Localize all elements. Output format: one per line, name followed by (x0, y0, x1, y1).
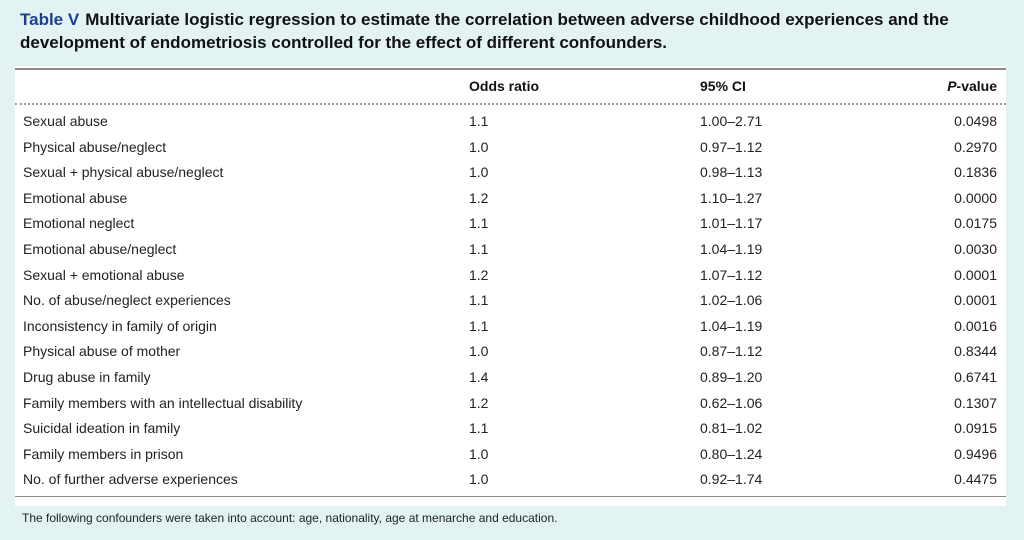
header-divider (15, 103, 1006, 105)
p-value-cell: 0.0001 (954, 266, 997, 283)
row-label: Sexual abuse (23, 113, 108, 129)
table-label: Table V (20, 10, 80, 29)
odds-ratio-cell: 1.0 (469, 343, 489, 360)
table-row: Emotional neglect 1.1 1.01–1.17 0.0175 (0, 213, 1024, 239)
odds-ratio-cell: 1.2 (469, 266, 489, 283)
table-top-rule (15, 68, 1006, 70)
table-caption: Table V Multivariate logistic regression … (0, 0, 1024, 66)
header-p-value: P-value (947, 78, 997, 94)
odds-ratio-cell: 1.0 (469, 445, 489, 462)
table-row: Sexual + emotional abuse 1.2 1.07–1.12 0.00… (0, 265, 1024, 291)
header-p-suffix: -value (956, 78, 997, 94)
row-label: No. of further adverse experiences (23, 471, 238, 488)
odds-ratio-cell: 1.1 (469, 215, 489, 232)
ci-cell: 1.07–1.12 (700, 266, 763, 283)
odds-ratio-cell: 1.2 (469, 394, 489, 411)
row-label: Suicidal ideation in family (23, 420, 181, 437)
p-value-cell: 0.0016 (954, 317, 997, 334)
table-row: Emotional abuse/neglect 1.1 1.04–1.19 0.003… (0, 239, 1024, 265)
table-footnote: The following confounders were taken int… (22, 511, 558, 525)
header-ci: 95% CI (700, 78, 746, 94)
p-value-cell: 0.0915 (954, 420, 997, 437)
odds-ratio-cell: 1.1 (469, 420, 489, 437)
p-value-cell: 0.6741 (954, 368, 997, 385)
header-odds-ratio: Odds ratio (469, 78, 540, 94)
p-value-cell: 0.1836 (954, 164, 997, 181)
ci-cell: 0.81–1.02 (700, 420, 763, 437)
odds-ratio-cell: 1.0 (469, 138, 489, 155)
ci-cell: 1.10–1.27 (700, 189, 763, 206)
ci-cell: 1.00–2.71 (700, 113, 763, 129)
row-label: Inconsistency in family of origin (23, 317, 217, 334)
table-row: Inconsistency in family of origin 1.1 1.04… (0, 316, 1024, 342)
table-row: No. of abuse/neglect experiences 1.1 1.02–… (0, 290, 1024, 316)
table-title: Multivariate logistic regression to esti… (20, 10, 949, 52)
ci-cell: 0.97–1.12 (700, 138, 763, 155)
row-label: Family members in prison (23, 445, 184, 462)
ci-cell: 0.62–1.06 (700, 394, 763, 411)
odds-ratio-cell: 1.0 (469, 471, 489, 488)
row-label: Emotional neglect (23, 215, 135, 232)
table-row: Sexual + physical abuse/neglect 1.0 0.98–1… (0, 162, 1024, 188)
table-bottom-rule (15, 496, 1006, 497)
ci-cell: 0.98–1.13 (700, 164, 763, 181)
p-value-cell: 0.4475 (954, 471, 997, 488)
odds-ratio-cell: 1.0 (469, 164, 489, 181)
odds-ratio-cell: 1.1 (469, 113, 489, 129)
odds-ratio-cell: 1.1 (469, 292, 489, 309)
ci-cell: 1.02–1.06 (700, 292, 763, 309)
odds-ratio-cell: 1.2 (469, 189, 489, 206)
header-p-letter: P (947, 78, 957, 94)
p-value-cell: 0.2970 (954, 138, 997, 155)
ci-cell: 1.04–1.19 (700, 317, 763, 334)
p-value-cell: 0.0000 (954, 189, 997, 206)
p-value-cell: 0.0001 (954, 292, 997, 309)
table-row: Emotional abuse 1.2 1.10–1.27 0.0000 (0, 188, 1024, 214)
p-value-cell: 0.0030 (954, 240, 997, 257)
table-body: Sexual abuse 1.1 1.00–2.71 0.0498 Physical a… (0, 111, 1024, 495)
ci-cell: 0.80–1.24 (700, 445, 763, 462)
table-row: No. of further adverse experiences 1.0 0.9… (0, 469, 1024, 495)
row-label: Sexual + emotional abuse (23, 266, 185, 283)
row-label: Drug abuse in family (23, 368, 151, 385)
row-label: No. of abuse/neglect experiences (23, 292, 231, 309)
table-row: Sexual abuse 1.1 1.00–2.71 0.0498 (0, 111, 1024, 137)
row-label: Sexual + physical abuse/neglect (23, 164, 224, 181)
odds-ratio-cell: 1.1 (469, 317, 489, 334)
p-value-cell: 0.8344 (954, 343, 997, 360)
row-label: Physical abuse of mother (23, 343, 181, 360)
ci-cell: 0.87–1.12 (700, 343, 763, 360)
p-value-cell: 0.0498 (954, 113, 997, 129)
row-label: Emotional abuse/neglect (23, 240, 177, 257)
ci-cell: 0.92–1.74 (700, 471, 763, 488)
p-value-cell: 0.9496 (954, 445, 997, 462)
ci-cell: 1.04–1.19 (700, 240, 763, 257)
row-label: Emotional abuse (23, 189, 128, 206)
table-row: Drug abuse in family 1.4 0.89–1.20 0.6741 (0, 367, 1024, 393)
odds-ratio-cell: 1.4 (469, 368, 489, 385)
ci-cell: 1.01–1.17 (700, 215, 763, 232)
ci-cell: 0.89–1.20 (700, 368, 763, 385)
table-row: Physical abuse/neglect 1.0 0.97–1.12 0.2970 (0, 137, 1024, 163)
p-value-cell: 0.0175 (954, 215, 997, 232)
table-row: Family members with an intellectual disa… (0, 393, 1024, 419)
table-row: Physical abuse of mother 1.0 0.87–1.12 0.83… (0, 341, 1024, 367)
table (15, 66, 1006, 506)
table-row: Suicidal ideation in family 1.1 0.81–1.02 0… (0, 418, 1024, 444)
row-label: Physical abuse/neglect (23, 138, 167, 155)
p-value-cell: 0.1307 (954, 394, 997, 411)
odds-ratio-cell: 1.1 (469, 240, 489, 257)
row-label: Family members with an intellectual disa… (23, 394, 303, 411)
table-row: Family members in prison 1.0 0.80–1.24 0.94… (0, 444, 1024, 470)
